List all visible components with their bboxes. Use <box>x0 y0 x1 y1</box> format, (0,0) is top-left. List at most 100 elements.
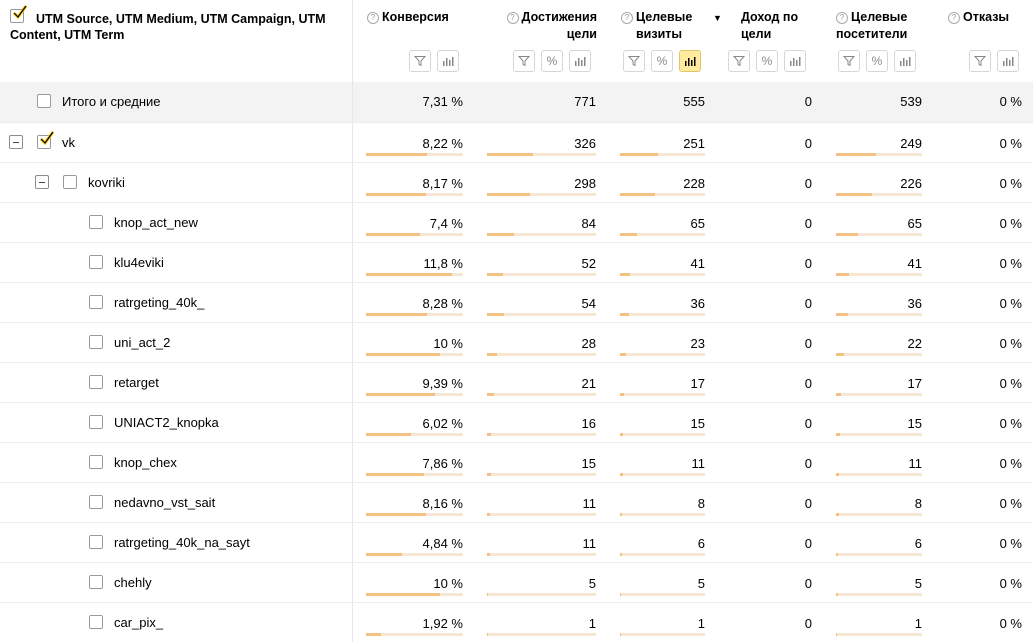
conversion-value: 10 % <box>433 576 463 591</box>
target-visitors-value: 11 <box>908 456 923 471</box>
table-row[interactable]: nedavno_vst_sait 8,16 % 11 8 0 8 0 % <box>0 482 1033 522</box>
bar-track <box>366 593 463 596</box>
bar-fill <box>487 393 494 396</box>
checkmark-icon <box>39 131 55 146</box>
bar-track <box>366 513 463 516</box>
column-header-target-visits[interactable]: ? Целевые визиты ▼ % <box>608 0 722 82</box>
row-checkbox[interactable] <box>89 455 103 469</box>
table-row[interactable]: klu4eviki 11,8 % 52 41 0 41 0 % <box>0 242 1033 282</box>
filter-button[interactable] <box>969 50 991 72</box>
table-row[interactable]: knop_act_new 7,4 % 84 65 0 65 0 % <box>0 202 1033 242</box>
row-checkbox[interactable] <box>63 175 77 189</box>
row-label[interactable]: knop_chex <box>114 455 177 470</box>
row-checkbox[interactable] <box>89 495 103 509</box>
row-label[interactable]: uni_act_2 <box>114 335 171 350</box>
table-row[interactable]: retarget 9,39 % 21 17 0 17 0 % <box>0 362 1033 402</box>
target-visitors-value: 8 <box>914 496 922 511</box>
column-header-goal-reaches[interactable]: ? Достижения цели % <box>473 0 608 82</box>
table-row[interactable]: car_pix_ 1,92 % 1 1 0 1 0 % <box>0 602 1033 642</box>
dimension-cell: UNIACT2_knopka <box>0 403 353 442</box>
chart-button[interactable] <box>784 50 806 72</box>
goal-reaches-value: 298 <box>574 176 596 191</box>
row-checkbox[interactable] <box>89 295 103 309</box>
bar-fill <box>836 553 838 556</box>
chart-button[interactable] <box>569 50 591 72</box>
row-label[interactable]: knop_act_new <box>114 215 198 230</box>
row-label[interactable]: ratrgeting_40k_ <box>114 295 205 310</box>
row-label[interactable]: car_pix_ <box>114 615 164 630</box>
bar-fill <box>487 593 488 596</box>
sort-desc-icon[interactable]: ▼ <box>713 13 722 23</box>
table-row[interactable]: knop_chex 7,86 % 15 11 0 11 0 % <box>0 442 1033 482</box>
row-label[interactable]: UNIACT2_knopka <box>114 415 219 430</box>
column-header-target-visitors[interactable]: ? Целевые посетители % <box>818 0 928 82</box>
help-icon[interactable]: ? <box>836 12 848 24</box>
percent-button[interactable]: % <box>541 50 563 72</box>
filter-button[interactable] <box>838 50 860 72</box>
table-row[interactable]: chehly 10 % 5 5 0 5 0 % <box>0 562 1033 602</box>
table-row[interactable]: UNIACT2_knopka 6,02 % 16 15 0 15 0 % <box>0 402 1033 442</box>
table-row[interactable]: ratrgeting_40k_ 8,28 % 54 36 0 36 0 % <box>0 282 1033 322</box>
bar-track <box>620 393 705 396</box>
row-label[interactable]: retarget <box>114 375 159 390</box>
column-header-bounce[interactable]: ? Отказы <box>928 0 1033 82</box>
help-icon[interactable]: ? <box>506 12 519 24</box>
help-icon[interactable]: ? <box>621 12 633 24</box>
target-visits-value: 41 <box>690 256 705 271</box>
row-checkbox[interactable] <box>89 415 103 429</box>
totals-row[interactable]: Итого и средние 7,31 % 771 555 0 539 0 % <box>0 82 1033 123</box>
row-label[interactable]: klu4eviki <box>114 255 164 270</box>
help-icon[interactable]: ? <box>367 12 379 24</box>
row-checkbox[interactable] <box>89 255 103 269</box>
filter-button[interactable] <box>513 50 535 72</box>
percent-button[interactable]: % <box>651 50 673 72</box>
column-header-goal-revenue[interactable]: Доход по цели % <box>718 0 818 82</box>
row-checkbox[interactable] <box>89 615 103 629</box>
target-visits-value: 251 <box>683 136 705 151</box>
filter-button[interactable] <box>623 50 645 72</box>
filter-button[interactable] <box>728 50 750 72</box>
column-header-conversion[interactable]: ? Конверсия <box>353 0 473 82</box>
bounce-value: 0 % <box>999 94 1022 109</box>
chart-button[interactable] <box>437 50 459 72</box>
row-checkbox[interactable] <box>89 575 103 589</box>
table-row[interactable]: vk 8,22 % 326 251 0 249 0 % <box>0 122 1033 162</box>
target-visits-value: 6 <box>697 536 705 551</box>
row-checkbox[interactable] <box>89 535 103 549</box>
row-checkbox[interactable] <box>89 375 103 389</box>
row-label[interactable]: kovriki <box>88 175 125 190</box>
bar-track <box>836 153 922 156</box>
chart-button-active[interactable] <box>679 50 701 72</box>
row-label[interactable]: chehly <box>114 575 152 590</box>
dimension-cell: kovriki <box>0 163 353 202</box>
bar-fill <box>487 473 491 476</box>
bar-track <box>836 473 922 476</box>
collapse-toggle-icon[interactable] <box>35 175 49 189</box>
row-label[interactable]: Итого и средние <box>62 94 161 109</box>
select-all-checkbox[interactable] <box>10 5 28 23</box>
help-icon[interactable]: ? <box>948 12 960 24</box>
collapse-toggle-icon[interactable] <box>9 135 23 149</box>
chart-button[interactable] <box>997 50 1019 72</box>
percent-button[interactable]: % <box>866 50 888 72</box>
row-checkbox[interactable] <box>37 94 51 108</box>
row-label[interactable]: vk <box>62 135 75 150</box>
row-label[interactable]: nedavno_vst_sait <box>114 495 216 510</box>
bar-fill <box>487 513 490 516</box>
row-checkbox[interactable] <box>89 335 103 349</box>
table-row[interactable]: ratrgeting_40k_na_sayt 4,84 % 11 6 0 6 0 % <box>0 522 1033 562</box>
bar-track <box>620 153 705 156</box>
chart-button[interactable] <box>894 50 916 72</box>
percent-icon: % <box>656 54 668 68</box>
row-checkbox[interactable] <box>37 131 55 149</box>
percent-button[interactable]: % <box>756 50 778 72</box>
bar-fill <box>836 593 838 596</box>
row-checkbox[interactable] <box>89 215 103 229</box>
filter-button[interactable] <box>409 50 431 72</box>
row-label[interactable]: ratrgeting_40k_na_sayt <box>114 535 250 550</box>
table-row[interactable]: uni_act_2 10 % 28 23 0 22 0 % <box>0 322 1033 362</box>
bar-chart-icon <box>575 57 586 66</box>
revenue-value: 0 <box>804 94 812 109</box>
bar-fill <box>366 553 402 556</box>
table-row[interactable]: kovriki 8,17 % 298 228 0 226 0 % <box>0 162 1033 202</box>
